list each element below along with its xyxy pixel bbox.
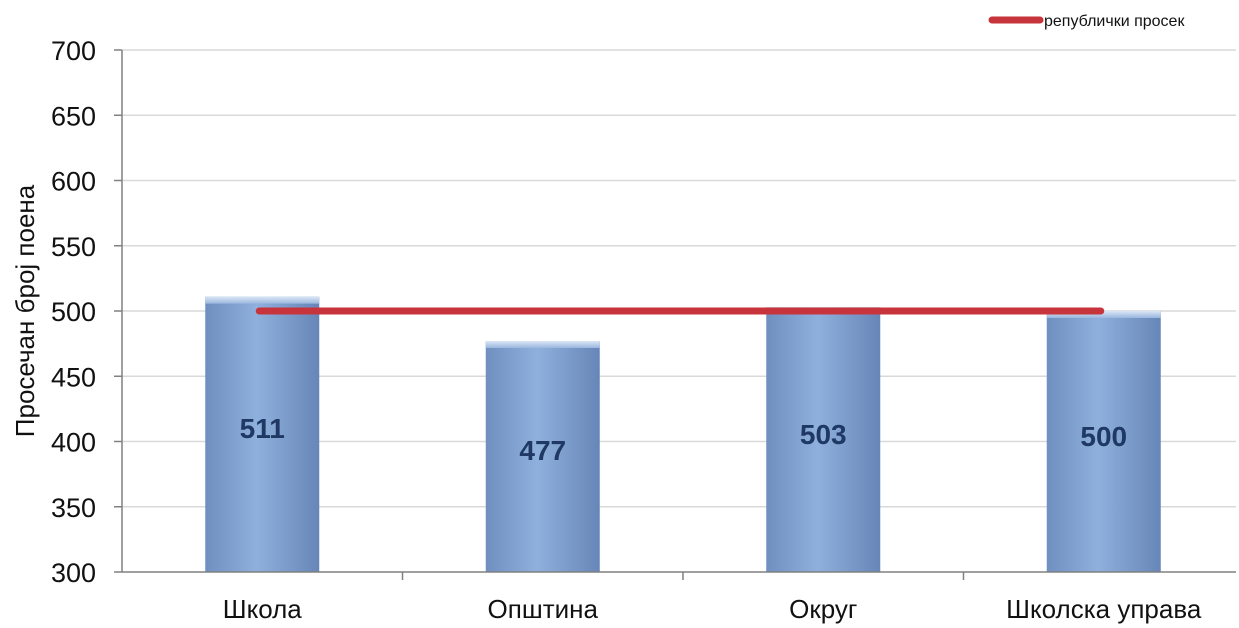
data-label: 503: [800, 419, 847, 450]
data-label: 511: [240, 413, 285, 444]
y-tick-label: 450: [51, 362, 96, 392]
y-tick-label: 700: [51, 36, 96, 66]
x-category-label: Округ: [789, 594, 857, 624]
y-axis-label: Просечан број поена: [10, 184, 40, 437]
bars: [205, 296, 1161, 572]
bar: [205, 296, 320, 572]
bar: [766, 307, 881, 572]
x-category-label: Школска управа: [1006, 594, 1202, 624]
y-tick-label: 300: [51, 558, 96, 588]
y-tick-label: 400: [51, 428, 96, 458]
x-category-label: Општина: [488, 594, 599, 624]
bar-cap: [205, 296, 320, 304]
bar: [485, 341, 600, 572]
bar: [1046, 311, 1161, 572]
y-tick-label: 350: [51, 493, 96, 523]
y-tick-label: 500: [51, 297, 96, 327]
x-axis: Школа Општина Округ Школска управа: [121, 50, 1236, 624]
legend-label: републички просек: [1044, 13, 1185, 30]
x-category-label: Школа: [223, 594, 303, 624]
y-tick-label: 650: [51, 101, 96, 131]
data-labels: 511 477 503 500: [240, 413, 1127, 466]
bar-cap: [485, 341, 600, 349]
data-label: 477: [519, 435, 566, 466]
y-axis-ticks: 300 350 400 450 500 550 600 650 700: [51, 36, 122, 588]
y-tick-label: 600: [51, 167, 96, 197]
bar-cap: [1046, 311, 1161, 318]
data-label: 500: [1080, 421, 1127, 452]
y-tick-label: 550: [51, 232, 96, 262]
legend: републички просек: [988, 13, 1185, 30]
